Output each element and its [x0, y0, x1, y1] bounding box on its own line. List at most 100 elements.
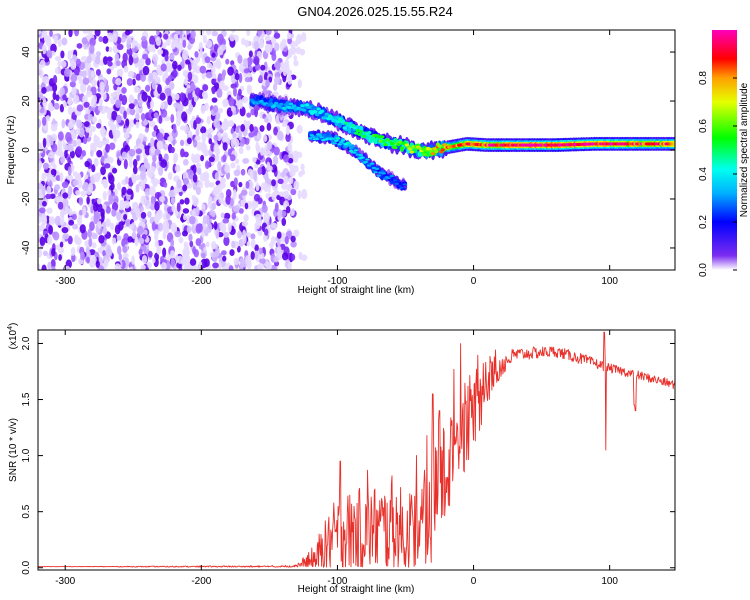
- spectrogram-ridge-cell: [360, 156, 365, 159]
- spectrogram-ridge-cell: [365, 158, 370, 161]
- spectrogram-noise-blob: [135, 86, 141, 93]
- spectrogram-noise-blob: [273, 146, 280, 156]
- spectrogram-noise-blob: [41, 44, 47, 55]
- spectrogram-noise-blob: [46, 207, 53, 215]
- y-tick-label: 0.5: [21, 504, 32, 518]
- spectrogram-noise-blob: [260, 166, 266, 176]
- spectrogram-noise-blob: [57, 38, 62, 48]
- spectrogram-noise-blob: [221, 250, 227, 256]
- spectrogram-noise-blob: [121, 186, 127, 196]
- spectrogram-noise-blob: [82, 137, 88, 145]
- spectrogram-noise-blob: [86, 90, 93, 98]
- spectrogram-noise-blob: [144, 84, 151, 92]
- spectrogram-noise-blob: [102, 179, 109, 189]
- spectrogram-ridge-cell: [442, 143, 447, 147]
- spectrogram-ridge-cell: [316, 107, 321, 111]
- spectrogram-ridge-cell: [287, 105, 292, 110]
- spectrogram-noise-blob: [46, 50, 53, 58]
- spectrogram-noise-blob: [205, 71, 213, 79]
- spectrogram-noise-blob: [108, 46, 113, 53]
- spectrogram-noise-blob: [77, 216, 83, 226]
- spectrogram-ridge-cell: [347, 143, 352, 147]
- spectrogram-noise-blob: [86, 196, 90, 205]
- spectrogram-noise-blob: [44, 55, 50, 63]
- spectrogram-noise-blob: [201, 91, 208, 99]
- spectrogram-noise-blob: [102, 226, 108, 235]
- spectrogram-noise-blob: [213, 134, 219, 141]
- spectrogram-noise-blob: [154, 240, 159, 248]
- spectrogram-ridge-cell: [401, 187, 406, 191]
- spectrogram-noise-blob: [174, 230, 182, 238]
- spectrogram-noise-blob: [252, 200, 259, 207]
- spectrogram-noise-blob: [238, 146, 244, 155]
- spectrogram-noise-blob: [80, 190, 87, 197]
- spectrogram-ridge-cell: [350, 123, 356, 127]
- spectrogram-noise-blob: [150, 195, 155, 205]
- spectrogram-noise-blob: [239, 257, 244, 268]
- y-tick-label: 0.0: [21, 560, 32, 574]
- spectrogram-noise-blob: [60, 50, 65, 59]
- spectrogram-noise-blob: [234, 158, 240, 165]
- spectrogram-ridge-cell: [272, 104, 277, 108]
- spectrogram-noise-blob: [194, 135, 201, 142]
- spectrogram-noise-blob: [101, 155, 105, 164]
- spectrogram-noise-blob: [156, 64, 162, 75]
- spectrogram-noise-blob: [147, 210, 152, 218]
- spectrogram-noise-blob: [105, 206, 111, 214]
- spectrogram-noise-blob: [91, 79, 98, 87]
- spectrogram-noise-blob: [145, 57, 151, 66]
- spectrogram-noise-blob: [159, 196, 166, 203]
- spectrogram-ridge-cell: [389, 142, 395, 146]
- spectrogram-noise-blob: [207, 222, 213, 233]
- spectrogram-noise-blob: [153, 59, 158, 67]
- spectrogram-noise-blob: [102, 56, 108, 65]
- spectrogram-noise-blob: [265, 79, 270, 88]
- spectrogram-noise-blob: [52, 91, 57, 101]
- spectrogram-noise-blob: [233, 205, 240, 212]
- spectrogram-noise-blob: [38, 207, 46, 214]
- spectrogram-noise-blob: [293, 229, 300, 237]
- spectrogram-noise-blob: [57, 247, 65, 254]
- spectrogram-ridge-cell: [672, 142, 675, 146]
- spectrogram-noise-blob: [158, 153, 163, 162]
- spectrogram-noise-blob: [196, 141, 203, 151]
- spectrogram-noise-blob: [79, 224, 86, 234]
- spectrogram-ridge-cell: [380, 135, 385, 139]
- spectrogram-noise-blob: [79, 70, 84, 77]
- spectrogram-noise-blob: [160, 159, 168, 168]
- spectrogram-noise-blob: [293, 180, 300, 191]
- spectrogram-noise-blob: [191, 194, 196, 201]
- spectrogram-noise-blob: [160, 262, 167, 270]
- spectrogram-noise-blob: [99, 97, 103, 107]
- spectrogram-noise-blob: [170, 197, 176, 205]
- spectrogram-noise-blob: [217, 73, 223, 83]
- spectrogram-noise-blob: [276, 231, 282, 239]
- spectrogram-noise-blob: [297, 190, 302, 200]
- x-tick-label: -200: [191, 276, 211, 287]
- spectrogram-noise-blob: [193, 266, 200, 270]
- spectrogram-ridge-cell: [374, 167, 380, 170]
- spectrogram-ridge-cell: [358, 129, 364, 134]
- spectrogram-noise-blob: [233, 86, 237, 97]
- spectrogram-y-label: Frequency (Hz): [6, 116, 17, 185]
- spectrogram-noise-blob: [124, 176, 129, 185]
- spectrogram-noise-blob: [97, 105, 103, 112]
- spectrogram-noise-blob: [91, 115, 98, 124]
- spectrogram-noise-blob: [213, 221, 218, 231]
- spectrogram-noise-blob: [200, 105, 206, 114]
- spectrogram-noise-blob: [256, 30, 263, 37]
- spectrogram-noise-blob: [276, 245, 282, 253]
- spectrogram-noise-blob: [208, 138, 213, 145]
- spectrogram-noise-blob: [70, 73, 78, 83]
- spectrogram-noise-blob: [274, 202, 279, 213]
- spectrogram-noise-blob: [205, 39, 213, 49]
- spectrogram-noise-blob: [176, 202, 181, 213]
- spectrogram-noise-blob: [71, 253, 76, 263]
- spectrogram-ridge-cell: [314, 137, 319, 141]
- spectrogram-noise-blob: [156, 140, 164, 150]
- spectrogram-noise-blob: [106, 56, 113, 62]
- spectrogram-noise-blob: [212, 262, 219, 269]
- spectrogram-noise-blob: [68, 30, 73, 38]
- spectrogram-noise-blob: [50, 168, 57, 176]
- spectrogram-ridge-cell: [398, 140, 403, 144]
